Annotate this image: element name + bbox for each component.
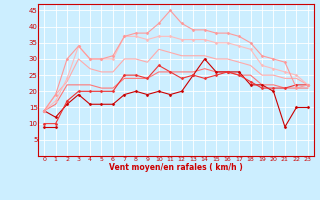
X-axis label: Vent moyen/en rafales ( km/h ): Vent moyen/en rafales ( km/h ) [109,163,243,172]
